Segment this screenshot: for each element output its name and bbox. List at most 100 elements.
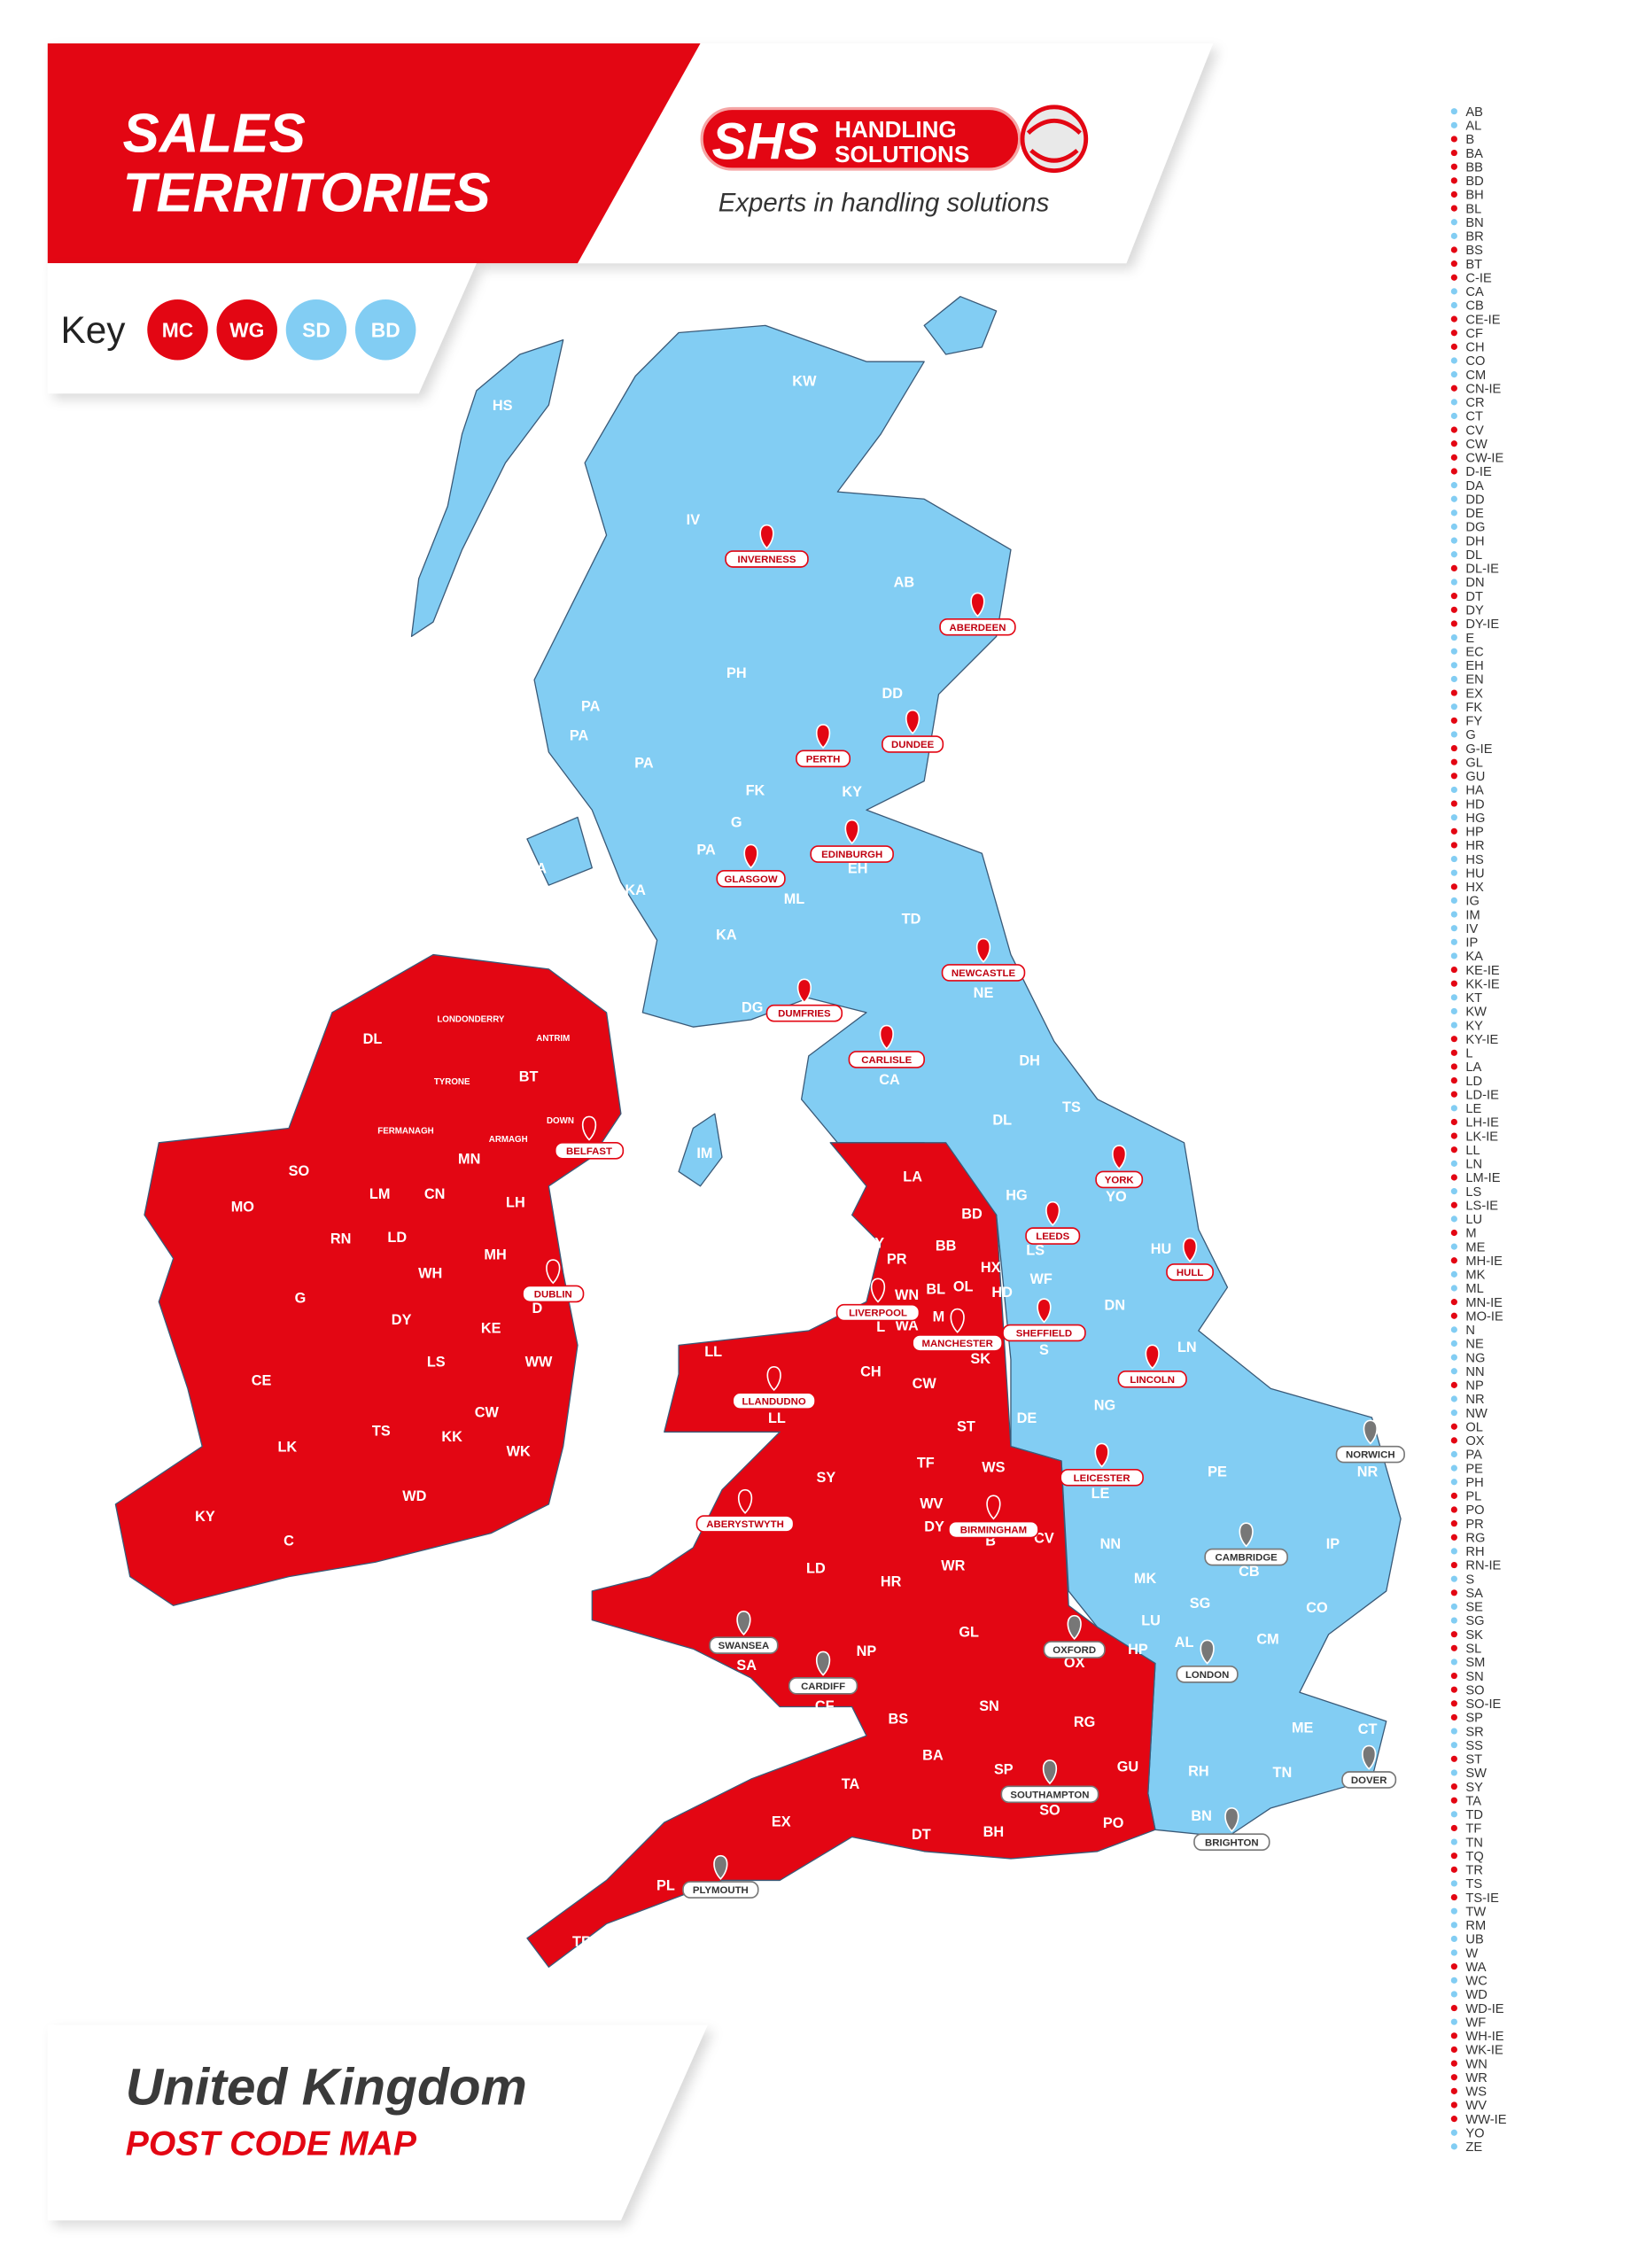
region-label: GU (1117, 1759, 1138, 1775)
postcode: EN (1465, 673, 1483, 687)
region-label: S (1039, 1342, 1049, 1358)
region-label: DY (924, 1518, 944, 1534)
city-tag (788, 1677, 858, 1695)
postcode-dot (1450, 1437, 1457, 1444)
footer-panel (47, 2024, 708, 2221)
postcode: BA (1465, 147, 1483, 161)
postcode: SE (1465, 1601, 1483, 1615)
region-label: PO (1103, 1815, 1124, 1831)
postcode: DL (1465, 548, 1482, 563)
region-label: SN (979, 1698, 999, 1714)
city-pin (950, 1308, 965, 1333)
region-label: DG (742, 999, 763, 1015)
region-label: WW (525, 1354, 553, 1370)
region-label: KW (792, 373, 817, 389)
postcode-dot (1450, 177, 1457, 184)
postcode-dot (1450, 731, 1457, 738)
postcode: HU (1465, 866, 1484, 881)
postcode: KY-IE (1465, 1033, 1498, 1047)
postcode-dot (1450, 357, 1457, 364)
postcode: RN-IE (1465, 1559, 1501, 1573)
postcode: KW (1465, 1006, 1487, 1020)
city-name: GLASGOW (725, 874, 778, 885)
city-name: PERTH (806, 754, 841, 765)
region-label: HP (1128, 1642, 1148, 1658)
postcode: MO-IE (1465, 1309, 1503, 1324)
postcode-dot (1450, 1561, 1457, 1569)
postcode: TW (1465, 1905, 1486, 1919)
city-name: LEEDS (1036, 1231, 1069, 1242)
postcode: WC (1465, 1975, 1488, 1989)
city-name: BIRMINGHAM (960, 1526, 1027, 1536)
postcode: DT (1465, 590, 1483, 604)
region-label: LH (506, 1195, 525, 1211)
postcode: WV (1465, 2099, 1487, 2113)
postcode: OX (1465, 1434, 1484, 1449)
postcode: SK (1465, 1628, 1483, 1643)
postcode: RM (1465, 1919, 1486, 1933)
postcode-dot (1450, 2060, 1457, 2067)
postcode: WH-IE (1465, 2030, 1503, 2044)
region-label: KA (625, 882, 646, 898)
postcode-dot (1450, 1118, 1457, 1126)
postcode-dot (1450, 773, 1457, 780)
postcode: PE (1465, 1462, 1483, 1476)
postcode: ST (1465, 1753, 1482, 1767)
postcode-dot (1450, 2087, 1457, 2094)
postcode: BR (1465, 230, 1483, 245)
postcode: CA (1465, 285, 1484, 299)
city-pin (796, 978, 812, 1004)
postcode: E (1465, 632, 1474, 646)
postcode: KE-IE (1465, 964, 1500, 978)
postcode-dot (1450, 426, 1457, 433)
postcode-dot (1450, 537, 1457, 544)
city-tag (682, 1881, 759, 1899)
postcode: BH (1465, 189, 1483, 203)
city-name: CARDIFF (801, 1682, 845, 1692)
city-tag (882, 735, 944, 753)
region-label: GL (959, 1625, 979, 1641)
postcode-dot (1450, 717, 1457, 724)
key-swatch (147, 299, 208, 361)
city-name: EDINBURGH (821, 850, 882, 860)
postcode: TS-IE (1465, 1891, 1499, 1906)
city-tag (939, 617, 1016, 636)
postcode: LD (1465, 1075, 1482, 1089)
postcode: LH-IE (1465, 1116, 1499, 1130)
postcode: AB (1465, 105, 1483, 120)
region-label: SP (994, 1762, 1014, 1778)
region-label: SA (736, 1658, 757, 1674)
city-name: LINCOLN (1130, 1375, 1175, 1386)
city-name: LLANDUDNO (742, 1396, 806, 1407)
postcode-dot (1450, 1617, 1457, 1624)
region-label: CT (1358, 1721, 1378, 1737)
postcode-dot (1450, 2101, 1457, 2109)
region-label: MH (484, 1247, 506, 1262)
postcode: LL (1465, 1144, 1480, 1158)
city-name: BELFAST (566, 1146, 612, 1157)
postcode-dot (1450, 1229, 1457, 1237)
postcode-dot (1450, 1091, 1457, 1098)
city-name: NEWCASTLE (952, 968, 1016, 979)
city-tag (796, 750, 851, 768)
city-pin (1145, 1344, 1160, 1370)
tagline: Experts in handling solutions (719, 188, 1050, 217)
postcode: PO (1465, 1503, 1484, 1518)
postcode: CM (1465, 369, 1486, 383)
postcode-dot (1450, 1811, 1457, 1818)
postcode: LN (1465, 1158, 1482, 1172)
postcode-dot (1450, 2129, 1457, 2136)
postcode-dot (1450, 274, 1457, 281)
postcode-dot (1450, 966, 1457, 974)
postcode-dot (1450, 1631, 1457, 1638)
postcode: KY (1465, 1019, 1483, 1033)
region-label: WS (982, 1459, 1005, 1475)
postcode-dot (1450, 758, 1457, 765)
postcode-dot (1450, 1755, 1457, 1762)
postcode-dot (1450, 1036, 1457, 1043)
city-pin (986, 1495, 1001, 1520)
postcode: CT (1465, 410, 1483, 424)
postcode: GU (1465, 770, 1485, 784)
postcode-dot (1450, 564, 1457, 571)
region-label: WK (507, 1443, 531, 1459)
